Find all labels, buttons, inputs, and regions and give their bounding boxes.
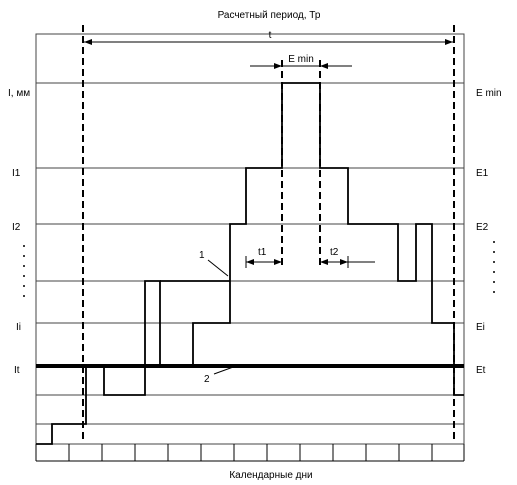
level-label-i1: I1: [12, 168, 21, 179]
y-axis-left-label: I, мм: [8, 88, 30, 99]
curve1-label: 1: [199, 250, 205, 261]
level-label-e1: E1: [476, 168, 489, 179]
level-label-it: It: [14, 365, 20, 376]
emin-arrow-left: [274, 63, 282, 69]
t2-arrow-right: [340, 259, 348, 265]
period-arrow-left-head: [84, 39, 92, 45]
y-axis-right-label: E min: [476, 88, 502, 99]
t1-label: t1: [258, 247, 267, 258]
day-ticks: [35, 444, 465, 461]
level-label-ei: Ei: [476, 322, 485, 333]
emin-top-label: E min: [288, 54, 314, 65]
x-axis-label: Календарные дни: [229, 470, 312, 481]
level-label-et: Et: [476, 365, 486, 376]
period-title: Расчетный период, Тр: [218, 10, 321, 21]
t1-arrow-left: [246, 259, 254, 265]
right-ellipsis: [493, 241, 495, 293]
left-ellipsis: [23, 245, 25, 297]
period-arrow-right-head: [445, 39, 453, 45]
level-step-curve: [36, 82, 464, 445]
level-label-ii: Ii: [16, 322, 21, 333]
emin-arrow-right: [320, 63, 328, 69]
curve1-leader: [207, 259, 229, 277]
level-label-i2: I2: [12, 222, 21, 233]
plot-frame: [35, 33, 465, 445]
t2-arrow-left: [320, 259, 328, 265]
curve2-label: 2: [204, 374, 210, 385]
curve2-leader: [213, 365, 237, 375]
t1-arrow-right: [274, 259, 282, 265]
t-label: t: [269, 30, 272, 41]
t2-label: t2: [330, 247, 339, 258]
level-label-e2: E2: [476, 222, 489, 233]
